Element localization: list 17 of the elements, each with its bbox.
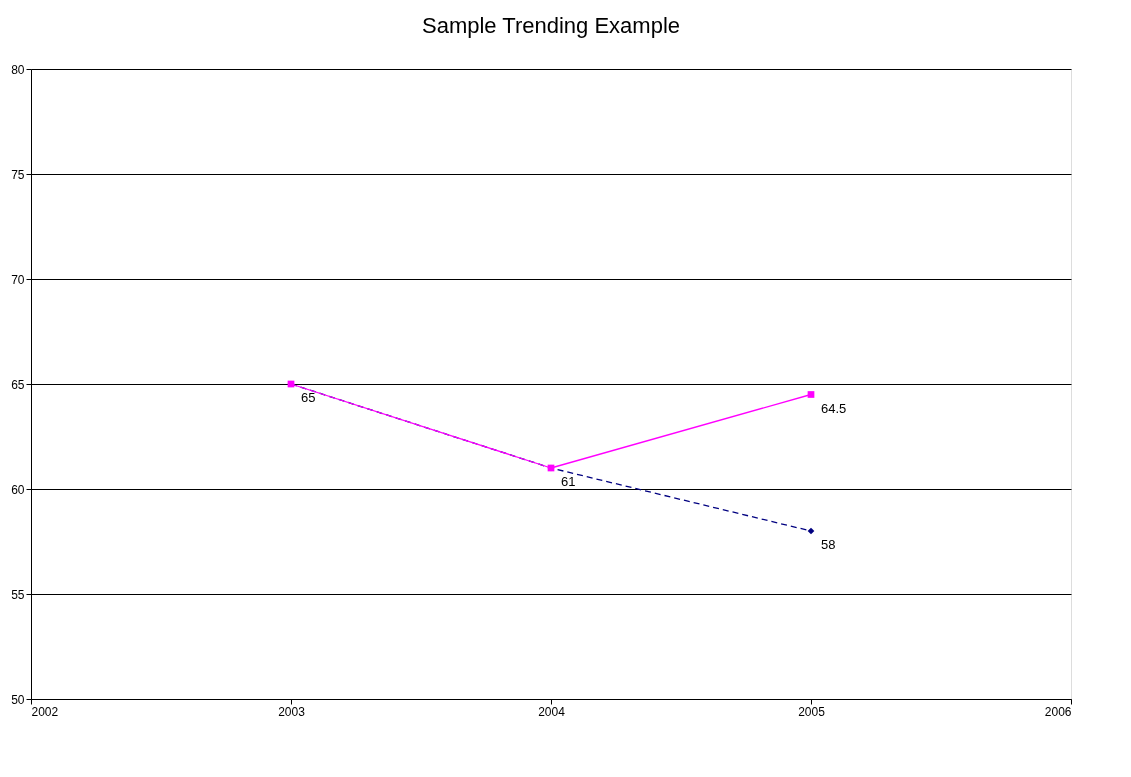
- chart-title: Sample Trending Example: [421, 13, 681, 38]
- x-tick-label: 2003: [278, 704, 306, 719]
- y-tick-label: 60: [11, 482, 25, 497]
- data-label: 64.5: [821, 400, 847, 416]
- y-tick-label: 55: [11, 587, 25, 602]
- x-tick-label: 2002: [31, 704, 59, 719]
- data-label: 58: [821, 537, 836, 552]
- x-tick-label: 2006: [1044, 704, 1072, 719]
- y-tick-label: 50: [11, 692, 25, 707]
- x-tick-label: 2004: [538, 704, 566, 719]
- y-tick-label: 75: [11, 167, 25, 182]
- y-tick-label: 70: [11, 272, 25, 287]
- x-tick-label: 2005: [798, 704, 826, 719]
- y-tick-label: 80: [11, 62, 25, 77]
- y-tick-label: 65: [11, 377, 25, 392]
- data-label: 61: [561, 474, 576, 489]
- data-label: 65: [301, 390, 316, 405]
